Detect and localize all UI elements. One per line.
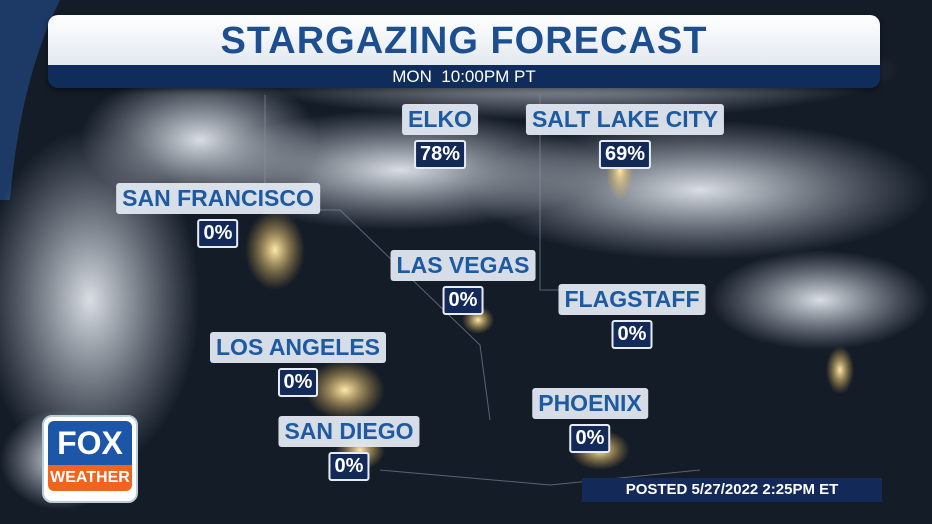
city: FLAGSTAFF 0% <box>558 284 706 349</box>
city-name: ELKO <box>402 104 478 135</box>
posted-time: POSTED 5/27/2022 2:25PM ET <box>582 478 882 502</box>
city-value: 0% <box>442 286 484 315</box>
city: SALT LAKE CITY 69% <box>525 104 725 169</box>
city: SAN DIEGO 0% <box>278 416 420 481</box>
city-name: SAN DIEGO <box>278 416 420 447</box>
city-name: PHOENIX <box>532 388 648 419</box>
logo-text: FOX <box>48 421 132 465</box>
city-value: 0% <box>197 219 239 248</box>
city-name: LAS VEGAS <box>390 250 536 281</box>
city-value: 78% <box>413 140 467 169</box>
title: STARGAZING FORECAST <box>48 15 880 65</box>
city-value: 69% <box>598 140 652 169</box>
city-name: LOS ANGELES <box>210 332 386 363</box>
subtitle: MON 10:00PM PT <box>48 65 880 88</box>
city-name: SALT LAKE CITY <box>525 104 725 135</box>
city-value: 0% <box>277 368 319 397</box>
city-value: 0% <box>611 320 653 349</box>
city: SAN FRANCISCO 0% <box>116 183 320 248</box>
city: PHOENIX 0% <box>532 388 648 453</box>
city-name: FLAGSTAFF <box>558 284 706 315</box>
logo: FOX WEATHER <box>42 415 138 503</box>
title-banner: STARGAZING FORECAST MON 10:00PM PT <box>48 15 880 88</box>
city: LOS ANGELES 0% <box>210 332 386 397</box>
city-name: SAN FRANCISCO <box>116 183 320 214</box>
city-value: 0% <box>569 424 611 453</box>
city: ELKO 78% <box>402 104 478 169</box>
city: LAS VEGAS 0% <box>390 250 536 315</box>
logo-text: WEATHER <box>48 465 132 491</box>
city-value: 0% <box>328 452 370 481</box>
